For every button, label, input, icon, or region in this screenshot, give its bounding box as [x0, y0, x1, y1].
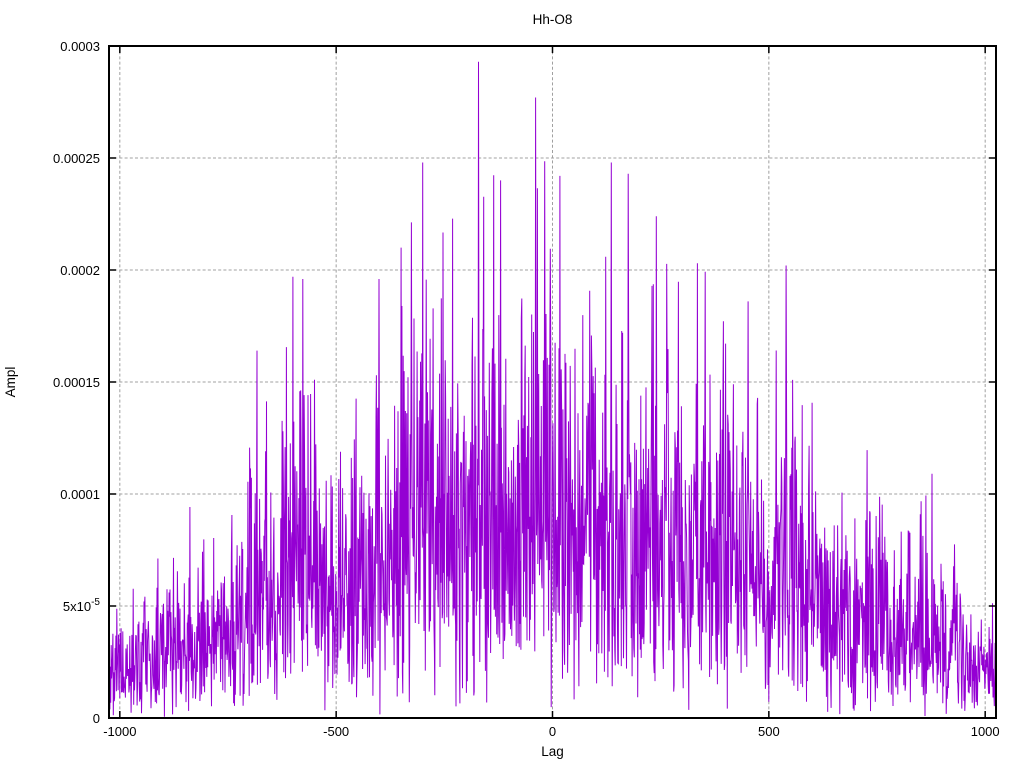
x-tick-label: -500 — [323, 724, 349, 739]
x-axis-title: Lag — [541, 744, 564, 759]
x-tick-label: 1000 — [971, 724, 1000, 739]
axis-ticks — [109, 45, 996, 719]
y-tick-label: 0 — [93, 711, 100, 726]
y-tick-label: 0.0002 — [60, 263, 100, 278]
y-tick-label: 0.00025 — [53, 151, 100, 166]
chart-title: Hh-O8 — [532, 12, 573, 27]
y-tick-label: 0.00015 — [53, 375, 100, 390]
x-tick-label: 500 — [758, 724, 780, 739]
y-tick-label: 0.0001 — [60, 487, 100, 502]
x-tick-label: -1000 — [103, 724, 136, 739]
y-tick-label: 0.0003 — [60, 39, 100, 54]
y-tick-label: 5x10-5 — [63, 597, 101, 614]
x-tick-label: 0 — [549, 724, 556, 739]
series-line — [109, 61, 996, 717]
